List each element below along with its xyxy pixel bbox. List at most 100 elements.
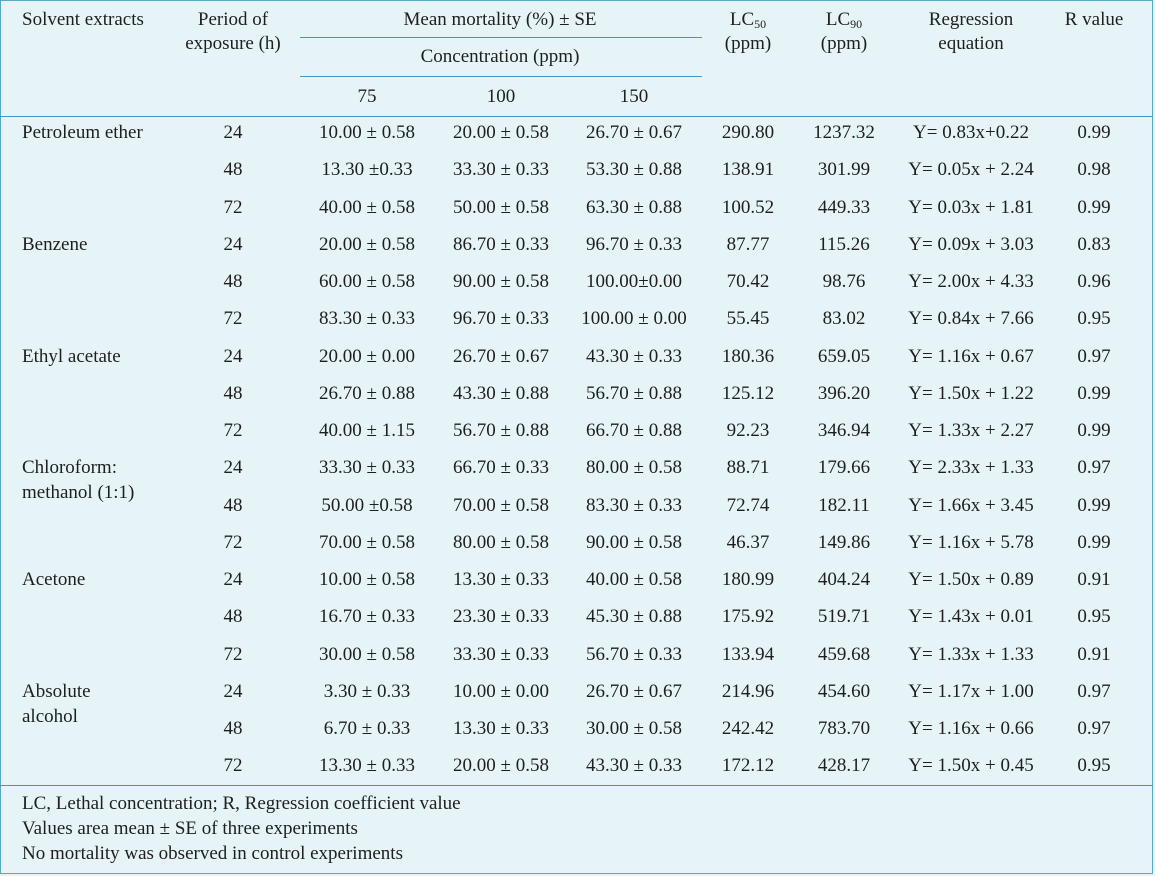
lc90-cell: 346.94 bbox=[817, 420, 871, 441]
r-value-cell: 0.91 bbox=[1077, 643, 1111, 665]
r-value-cell: 0.99 bbox=[1077, 531, 1111, 553]
lc90-cell: 149.86 bbox=[817, 531, 871, 553]
lc90-cell: 454.60 bbox=[817, 680, 871, 702]
mortality-100-cell: 43.30 ± 0.88 bbox=[453, 382, 549, 404]
lc90-cell: 301.99 bbox=[817, 159, 871, 181]
mortality-150-cell: 83.30 ± 0.33 bbox=[586, 494, 682, 516]
mortality-100-cell: 66.70 ± 0.33 bbox=[453, 457, 549, 479]
period-cell: 72 bbox=[223, 531, 243, 553]
mortality-150-cell: 80.00 ± 0.58 bbox=[586, 457, 682, 479]
solvent-name: Petroleum ether bbox=[22, 122, 143, 143]
solvent-name: alcohol bbox=[22, 705, 78, 727]
regression-cell: Y= 1.16x + 0.67 bbox=[908, 345, 1034, 367]
header-conc-150: 150 bbox=[619, 86, 649, 107]
header-lc90: LC90 bbox=[826, 9, 862, 31]
regression-cell: Y= 2.00x + 4.33 bbox=[908, 271, 1034, 292]
r-value-cell: 0.95 bbox=[1077, 755, 1111, 777]
period-cell: 24 bbox=[223, 569, 243, 590]
regression-cell: Y= 2.33x + 1.33 bbox=[908, 457, 1034, 479]
header-solvent: Solvent extracts bbox=[22, 9, 144, 30]
lc50-cell: 72.74 bbox=[726, 494, 770, 516]
solvent-name: Ethyl acetate bbox=[22, 345, 121, 367]
lc50-cell: 92.23 bbox=[726, 420, 770, 441]
lc50-cell: 133.94 bbox=[721, 643, 775, 665]
mortality-75-cell: 50.00 ±0.58 bbox=[321, 494, 413, 516]
mortality-150-cell: 30.00 ± 0.58 bbox=[586, 718, 682, 739]
mortality-100-cell: 86.70 ± 0.33 bbox=[453, 233, 549, 255]
period-cell: 48 bbox=[223, 382, 243, 404]
regression-cell: Y= 1.50x + 0.45 bbox=[908, 755, 1034, 777]
mortality-100-cell: 50.00 ± 0.58 bbox=[453, 196, 549, 218]
header-rule-concentration bbox=[300, 76, 702, 77]
footnote-3: No mortality was observed in control exp… bbox=[22, 843, 403, 864]
mortality-100-cell: 20.00 ± 0.58 bbox=[453, 122, 549, 143]
r-value-cell: 0.83 bbox=[1077, 233, 1111, 255]
lc50-cell: 290.80 bbox=[721, 122, 775, 143]
lc90-cell: 783.70 bbox=[817, 718, 871, 739]
mortality-75-cell: 83.30 ± 0.33 bbox=[319, 308, 415, 330]
mortality-150-cell: 56.70 ± 0.88 bbox=[586, 382, 682, 404]
r-value-cell: 0.95 bbox=[1077, 606, 1111, 628]
r-value-cell: 0.97 bbox=[1077, 680, 1111, 702]
mortality-75-cell: 26.70 ± 0.88 bbox=[319, 382, 415, 404]
lc90-cell: 83.02 bbox=[822, 308, 866, 330]
mortality-150-cell: 96.70 ± 0.33 bbox=[586, 233, 682, 255]
mortality-75-cell: 30.00 ± 0.58 bbox=[319, 643, 415, 665]
lc50-cell: 172.12 bbox=[721, 755, 775, 777]
header-lc50-sub: 50 bbox=[754, 17, 767, 31]
lc50-cell: 175.92 bbox=[721, 606, 775, 628]
regression-cell: Y= 1.33x + 1.33 bbox=[908, 643, 1034, 665]
mortality-75-cell: 70.00 ± 0.58 bbox=[319, 531, 415, 553]
period-cell: 24 bbox=[223, 233, 243, 255]
regression-cell: Y= 0.83x+0.22 bbox=[913, 122, 1029, 143]
mortality-150-cell: 26.70 ± 0.67 bbox=[586, 680, 682, 702]
mortality-150-cell: 66.70 ± 0.88 bbox=[586, 420, 682, 441]
mortality-75-cell: 3.30 ± 0.33 bbox=[323, 680, 411, 702]
lc50-cell: 46.37 bbox=[726, 531, 770, 553]
regression-cell: Y= 1.43x + 0.01 bbox=[908, 606, 1034, 628]
mortality-75-cell: 6.70 ± 0.33 bbox=[323, 718, 411, 739]
period-cell: 24 bbox=[223, 345, 243, 367]
mortality-100-cell: 56.70 ± 0.88 bbox=[453, 420, 549, 441]
lc50-cell: 242.42 bbox=[721, 718, 775, 739]
mortality-75-cell: 13.30 ± 0.33 bbox=[319, 755, 415, 777]
mortality-150-cell: 63.30 ± 0.88 bbox=[586, 196, 682, 218]
regression-cell: Y= 1.50x + 1.22 bbox=[908, 382, 1034, 404]
mortality-100-cell: 33.30 ± 0.33 bbox=[453, 643, 549, 665]
lc50-cell: 138.91 bbox=[721, 159, 775, 181]
mortality-100-cell: 13.30 ± 0.33 bbox=[453, 718, 549, 739]
lc90-cell: 459.68 bbox=[817, 643, 871, 665]
mortality-75-cell: 60.00 ± 0.58 bbox=[319, 271, 415, 292]
period-cell: 48 bbox=[223, 271, 243, 292]
mortality-100-cell: 26.70 ± 0.67 bbox=[453, 345, 549, 367]
mortality-150-cell: 45.30 ± 0.88 bbox=[586, 606, 682, 628]
regression-cell: Y= 0.84x + 7.66 bbox=[908, 308, 1034, 330]
r-value-cell: 0.97 bbox=[1077, 345, 1111, 367]
lc50-cell: 55.45 bbox=[726, 308, 770, 330]
lc90-cell: 179.66 bbox=[817, 457, 871, 479]
period-cell: 24 bbox=[223, 122, 243, 143]
lc90-cell: 404.24 bbox=[817, 569, 871, 590]
header-concentration: Concentration (ppm) bbox=[420, 46, 580, 67]
lc50-cell: 125.12 bbox=[721, 382, 775, 404]
mortality-100-cell: 90.00 ± 0.58 bbox=[453, 271, 549, 292]
header-bottom-rule bbox=[0, 116, 1153, 117]
lc50-cell: 87.77 bbox=[726, 233, 770, 255]
mortality-100-cell: 23.30 ± 0.33 bbox=[453, 606, 549, 628]
lc90-cell: 98.76 bbox=[822, 271, 866, 292]
regression-cell: Y= 0.05x + 2.24 bbox=[908, 159, 1034, 181]
r-value-cell: 0.97 bbox=[1077, 718, 1111, 739]
solvent-name: Acetone bbox=[22, 569, 86, 590]
mortality-150-cell: 90.00 ± 0.58 bbox=[586, 531, 682, 553]
period-cell: 48 bbox=[223, 494, 243, 516]
header-mortality: Mean mortality (%) ± SE bbox=[403, 9, 597, 30]
solvent-name: Benzene bbox=[22, 233, 88, 255]
period-cell: 48 bbox=[223, 159, 243, 181]
lc90-cell: 1237.32 bbox=[813, 122, 875, 143]
mortality-75-cell: 40.00 ± 1.15 bbox=[319, 420, 415, 441]
mortality-150-cell: 100.00±0.00 bbox=[586, 271, 682, 292]
header-lc50-main: LC bbox=[729, 9, 755, 30]
regression-cell: Y= 1.17x + 1.00 bbox=[908, 680, 1034, 702]
r-value-cell: 0.91 bbox=[1077, 569, 1111, 590]
header-period-line1: Period of bbox=[197, 9, 269, 30]
